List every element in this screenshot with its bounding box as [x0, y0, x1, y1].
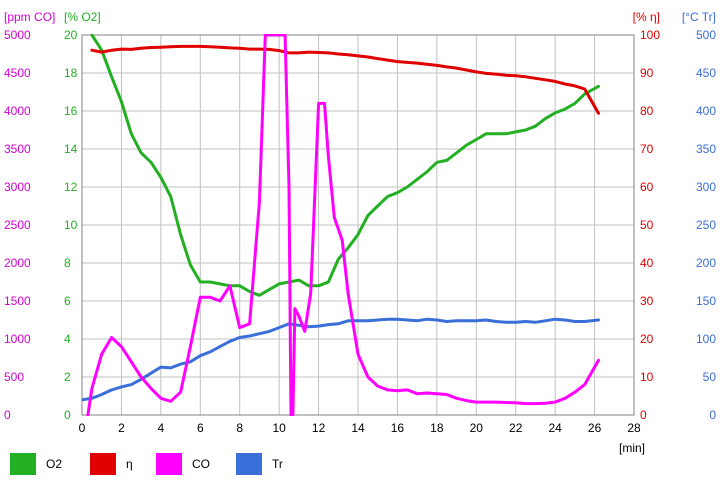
legend-item-tr: Tr	[236, 452, 283, 476]
x-tick-label: 28	[627, 421, 641, 435]
y-tick-label-co: 1500	[4, 294, 31, 308]
x-tick-label: 4	[158, 421, 165, 435]
x-tick-label: 2	[118, 421, 125, 435]
y-tick-label-co: 3000	[4, 180, 31, 194]
y-tick-label-eta: 10	[640, 370, 654, 384]
x-tick-label: 18	[430, 421, 444, 435]
y-tick-label-eta: 40	[640, 256, 654, 270]
x-tick-label: 0	[79, 421, 86, 435]
series-line-eta	[90, 44, 600, 115]
y-tick-label-eta: 0	[640, 408, 647, 422]
x-tick-label: 16	[391, 421, 405, 435]
y-tick-label-o2: 16	[64, 104, 78, 118]
y-tick-label-o2: 10	[64, 218, 78, 232]
series-line-co	[86, 34, 600, 416]
y-tick-label-eta: 70	[640, 142, 654, 156]
y-tick-label-co: 4000	[4, 104, 31, 118]
axes-layer: 0500100015002000250030003500400045005000…	[4, 10, 716, 455]
y-tick-label-eta: 20	[640, 332, 654, 346]
y-tick-label-o2: 20	[64, 28, 78, 42]
y-tick-label-eta: 60	[640, 180, 654, 194]
y-tick-label-tr: 450	[696, 66, 716, 80]
y-tick-label-tr: 500	[696, 28, 716, 42]
y-tick-label-tr: 150	[696, 294, 716, 308]
grid	[81, 34, 635, 416]
series-line-tr	[82, 317, 600, 402]
y-tick-label-tr: 0	[709, 408, 716, 422]
x-axis-label: [min]	[619, 441, 645, 455]
x-tick-label: 24	[548, 421, 562, 435]
legend-item-eta: η	[90, 452, 133, 476]
series-layer	[82, 34, 600, 416]
x-tick-label: 10	[272, 421, 286, 435]
y-tick-label-eta: 100	[640, 28, 660, 42]
y-tick-label-o2: 18	[64, 66, 78, 80]
x-tick-label: 22	[509, 421, 523, 435]
y-tick-label-tr: 400	[696, 104, 716, 118]
y-tick-label-co: 2500	[4, 218, 31, 232]
x-tick-label: 20	[470, 421, 484, 435]
legend-swatch-tr	[236, 453, 262, 475]
y-tick-label-co: 0	[4, 408, 11, 422]
y-tick-label-tr: 250	[696, 218, 716, 232]
legend-label-tr: Tr	[272, 457, 283, 471]
legend-item-o2: O2	[10, 452, 62, 476]
y-tick-label-tr: 100	[696, 332, 716, 346]
y-axis-label-o2: [% O2]	[64, 10, 101, 24]
legend-label-o2: O2	[46, 457, 63, 471]
legend-swatch-co	[156, 453, 182, 475]
y-tick-label-co: 5000	[4, 28, 31, 42]
y-axis-label-co: [ppm CO]	[4, 10, 55, 24]
legend-swatch-o2	[10, 453, 36, 475]
x-tick-label: 26	[588, 421, 602, 435]
x-tick-label: 14	[351, 421, 365, 435]
x-tick-label: 6	[197, 421, 204, 435]
y-axis-label-eta: [% η]	[633, 10, 660, 24]
y-axis-label-tr: [°C Tr]	[682, 10, 716, 24]
legend-label-eta: η	[126, 457, 133, 471]
legend: O2 η CO Tr	[10, 452, 410, 476]
x-tick-label: 12	[312, 421, 326, 435]
plot-frame	[81, 34, 635, 416]
legend-item-co: CO	[156, 452, 210, 476]
y-tick-label-eta: 80	[640, 104, 654, 118]
y-tick-label-eta: 90	[640, 66, 654, 80]
y-tick-label-tr: 350	[696, 142, 716, 156]
y-tick-label-co: 500	[4, 370, 24, 384]
y-tick-label-o2: 2	[64, 370, 71, 384]
y-tick-label-tr: 200	[696, 256, 716, 270]
y-tick-label-tr: 50	[703, 370, 717, 384]
x-tick-label: 8	[236, 421, 243, 435]
y-tick-label-o2: 0	[64, 408, 71, 422]
y-tick-label-tr: 300	[696, 180, 716, 194]
y-tick-label-eta: 30	[640, 294, 654, 308]
y-tick-label-eta: 50	[640, 218, 654, 232]
legend-swatch-eta	[90, 453, 116, 475]
legend-label-co: CO	[192, 457, 210, 471]
y-tick-label-o2: 8	[64, 256, 71, 270]
y-tick-label-o2: 6	[64, 294, 71, 308]
y-tick-label-co: 1000	[4, 332, 31, 346]
y-tick-label-o2: 12	[64, 180, 78, 194]
y-tick-label-co: 3500	[4, 142, 31, 156]
y-tick-label-o2: 14	[64, 142, 78, 156]
y-tick-label-co: 2000	[4, 256, 31, 270]
y-tick-label-co: 4500	[4, 66, 31, 80]
y-tick-label-o2: 4	[64, 332, 71, 346]
